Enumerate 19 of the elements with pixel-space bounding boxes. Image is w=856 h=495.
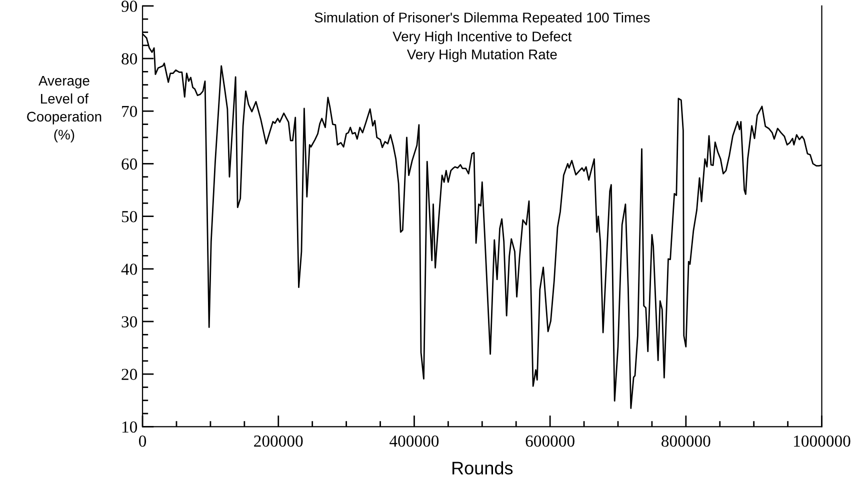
y-tick-label: 50 (122, 211, 138, 222)
x-tick-label: 200000 (254, 436, 303, 447)
y-tick-label: 40 (121, 264, 138, 275)
x-tick-label: 400000 (390, 436, 439, 447)
y-tick-label: 30 (122, 316, 138, 328)
y-tick-label: 70 (122, 106, 138, 118)
y-axis-title: Average Level of Cooperation (%) (27, 76, 102, 142)
chart-title: Simulation of Prisoner's Dilemma Repeated 100 Times (314, 12, 650, 26)
y-tick-label: 80 (122, 53, 138, 64)
y-tick-label: 60 (122, 158, 138, 170)
x-tick-label: 0 (138, 436, 146, 447)
x-tick-label: 1000000 (794, 436, 850, 447)
y-tick-label: 20 (122, 368, 138, 380)
x-axis-title: Rounds (452, 461, 513, 475)
x-tick-label: 800000 (662, 436, 710, 447)
x-tick-label: 600000 (526, 436, 574, 447)
y-tick-label: 10 (122, 421, 138, 433)
y-tick-label: 90 (122, 0, 138, 12)
text: Very High Incentive to Defect Very High Mutation Rate (392, 31, 572, 62)
